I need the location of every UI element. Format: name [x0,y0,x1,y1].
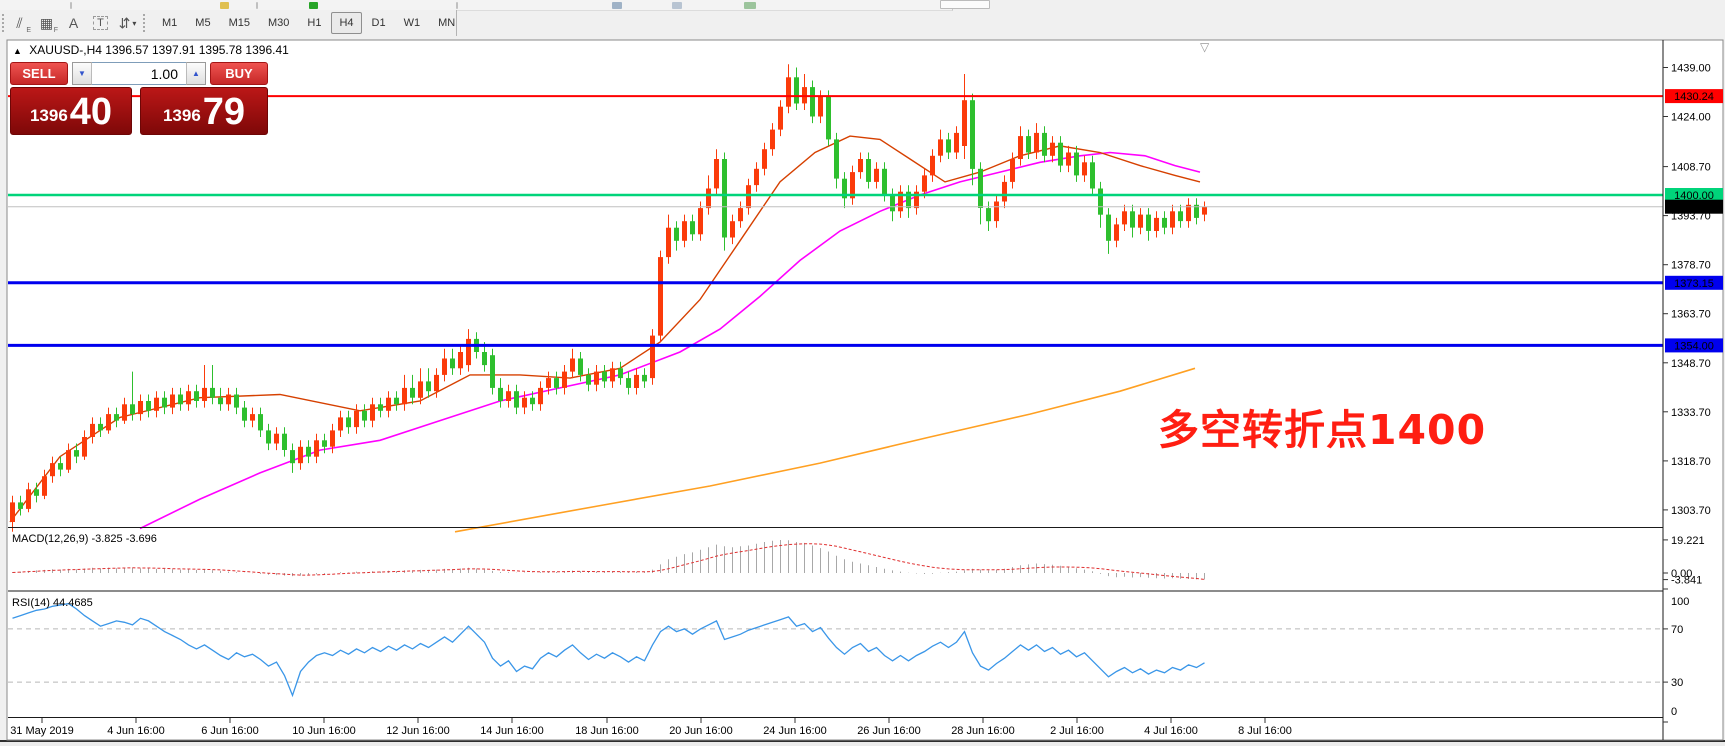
one-click-trading-panel: SELL ▼ 1.00 ▲ BUY 1396 40 1396 79 [10,62,268,135]
fibonacci-grid-icon[interactable]: ▦ F [39,14,58,35]
ask-price-main: 1396 [162,106,201,125]
timeframe-m5[interactable]: M5 [195,17,211,29]
price-tick-label: 1408.70 [1671,162,1711,174]
volume-increase-button[interactable]: ▲ [186,62,206,85]
price-tick-label: 1333.70 [1671,407,1711,419]
price-tick-label: 1439.00 [1671,63,1711,75]
volume-decrease-button[interactable]: ▼ [72,62,92,85]
text-label-icon[interactable]: A [68,15,79,31]
cursor-modes-icon[interactable]: ⇵ ▾ [118,14,137,31]
timeframe-mn[interactable]: MN [438,17,456,29]
ask-price-box[interactable]: 1396 79 [140,87,268,135]
time-axis-label: 4 Jun 16:00 [107,725,165,737]
collapse-triangle-icon[interactable]: ▲ [13,46,22,56]
timeframe-buttons-group: M1 M5 M15 M30 H1 H4 D1 W1 MN [153,12,464,34]
volume-input[interactable]: 1.00 [92,62,186,85]
time-axis: 31 May 2019 4 Jun 16:00 6 Jun 16:00 10 Jun … [10,718,1292,737]
time-axis-label: 31 May 2019 [10,725,74,737]
chart-text-annotation[interactable]: 多空转折点1400 [1158,406,1487,454]
rsi-axis-label: 30 [1671,677,1683,689]
macd-axis-label: -3.841 [1671,575,1702,587]
price-badge-label: 1354.00 [1674,340,1714,352]
timeframe-m15[interactable]: M15 [228,17,250,29]
macd-pane: 19.221 0.00-3.841 [12,535,1705,587]
sell-button[interactable]: SELL [10,62,68,85]
timeframe-h1[interactable]: H1 [307,17,322,29]
time-axis-label: 26 Jun 16:00 [857,725,921,737]
time-axis-label: 10 Jun 16:00 [292,725,356,737]
main-toolbar: ⫽ E ▦ F A T ⇵ ▾ M1 M5 M15 M30 H1 H4 D1 W1 MN [0,10,457,36]
price-tick-label: 1318.70 [1671,456,1711,468]
bid-price-box[interactable]: 1396 40 [10,87,133,135]
timeframe-d1[interactable]: D1 [371,17,386,29]
toolbar-drag-handle[interactable] [2,14,4,32]
ask-price-pips: 79 [202,91,246,133]
time-axis-label: 14 Jun 16:00 [480,725,544,737]
text-box-icon[interactable]: T [87,12,114,34]
macd-axis-label: 0.00 [1671,568,1692,580]
object-tools-group: ⫽ E ▦ F A T ⇵ ▾ [6,12,141,35]
price-badge-label: 1430.24 [1674,91,1714,103]
price-axis: 1439.001424.001408.701393.701378.701363.… [1663,63,1723,517]
time-axis-label: 28 Jun 16:00 [951,725,1015,737]
price-tick-label: 1424.00 [1671,112,1711,124]
chart-shift-marker-icon[interactable]: ▽ [1200,40,1210,54]
time-axis-label: 20 Jun 16:00 [669,725,733,737]
rsi-axis-label: 100 [1671,596,1689,608]
rsi-pane: 100 70 30 0 [8,588,1689,723]
macd-axis-label: 19.221 [1671,535,1705,547]
rsi-axis-label: 0 [1671,706,1677,718]
pane-borders [8,40,1664,740]
ohlc-values: 1396.57 1397.91 1395.78 1396.41 [105,43,289,57]
horizontal-level-lines [8,95,1663,347]
timeframe-m1[interactable]: M1 [162,17,178,29]
bottom-window-divider[interactable] [0,740,1725,746]
time-axis-label: 8 Jul 16:00 [1238,725,1292,737]
candlestick-series [10,64,1207,532]
chart-title: ▲ XAUUSD-,H4 1396.57 1397.91 1395.78 139… [13,43,289,57]
price-badge-label: 1400.00 [1674,190,1714,202]
price-tick-label: 1363.70 [1671,309,1711,321]
time-axis-label: 6 Jun 16:00 [201,725,259,737]
macd-indicator-label: MACD(12,26,9) -3.825 -3.696 [12,533,157,545]
price-tick-label: 1378.70 [1671,260,1711,272]
timeframe-m30[interactable]: M30 [267,17,290,29]
buy-button[interactable]: BUY [210,62,268,85]
price-tick-label: 1303.70 [1671,505,1711,517]
timeframe-h4[interactable]: H4 [331,12,362,34]
clipped-toolbar-row [0,0,990,11]
timeframe-w1[interactable]: W1 [403,17,421,29]
bid-price-pips: 40 [69,91,113,133]
rsi-axis-label: 70 [1671,624,1683,636]
rsi-indicator-label: RSI(14) 44.4685 [12,597,93,609]
price-badge-label: 1396.41 [1674,202,1714,214]
equidistant-channel-icon[interactable]: ⫽ E [16,14,31,35]
price-badge-label: 1373.15 [1674,278,1714,290]
price-tick-label: 1348.70 [1671,358,1711,370]
timeframe-toolbar-drag-handle[interactable] [143,14,145,32]
bid-price-main: 1396 [29,106,68,125]
symbol-period-label: XAUUSD-,H4 [29,43,102,57]
time-axis-label: 18 Jun 16:00 [575,725,639,737]
time-axis-label: 12 Jun 16:00 [386,725,450,737]
time-axis-label: 4 Jul 16:00 [1144,725,1198,737]
time-axis-label: 2 Jul 16:00 [1050,725,1104,737]
time-axis-label: 24 Jun 16:00 [763,725,827,737]
